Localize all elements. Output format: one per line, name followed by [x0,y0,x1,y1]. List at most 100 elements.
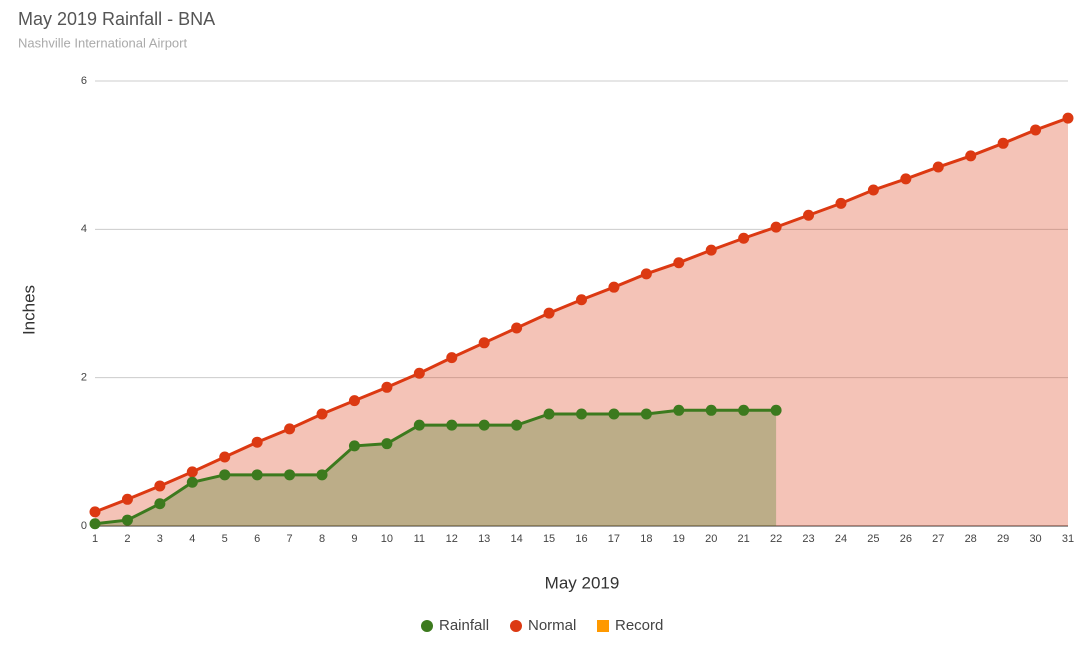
area [95,118,1068,526]
point [543,408,555,420]
point [900,173,912,185]
legend-marker [597,620,609,632]
x-tick-label: 2 [124,533,130,545]
legend-marker [421,620,433,632]
point [835,197,847,209]
point [186,476,198,488]
point [965,150,977,162]
x-tick-label: 22 [770,533,782,545]
point [478,337,490,349]
point [1030,124,1042,136]
point [348,440,360,452]
point [316,469,328,481]
point [640,268,652,280]
x-tick-label: 18 [640,533,652,545]
x-tick-label: 10 [381,533,393,545]
x-tick-label: 28 [965,533,977,545]
point [705,404,717,416]
point [186,466,198,478]
legend-label: Record [615,617,663,634]
point [251,469,263,481]
x-tick-label: 4 [189,533,195,545]
line [94,408,777,526]
point [608,408,620,420]
point [511,322,523,334]
legend-label: Rainfall [439,617,489,634]
x-tick-label: 25 [867,533,879,545]
point [576,408,587,420]
point [219,451,231,463]
point [446,352,458,364]
point [251,436,263,448]
x-tick-label: 6 [254,533,260,545]
point [89,506,101,518]
y-axis-label: Inches [19,285,38,335]
point [576,294,587,306]
x-tick-label: 24 [835,533,847,545]
point [932,161,944,173]
x-tick-label: 11 [414,533,425,545]
point [316,408,328,420]
x-tick-label: 23 [802,533,814,545]
point [381,438,393,450]
point [511,419,523,431]
point [121,493,133,505]
point [673,404,685,416]
y-tick-label: 2 [81,372,87,384]
point [673,257,685,269]
point [543,307,555,319]
x-tick-label: 8 [319,533,325,545]
point [121,514,133,526]
x-tick-label: 19 [673,533,685,545]
point [219,469,231,481]
x-tick-label: 27 [932,533,944,545]
legend-marker [510,620,522,632]
point [867,184,879,196]
point [413,419,425,431]
x-tick-label: 1 [92,533,98,545]
point [705,244,717,256]
x-tick-label: 29 [997,533,1009,545]
point [608,281,620,293]
point [1062,112,1074,124]
point [381,381,393,393]
x-tick-label: 14 [511,533,523,545]
x-tick-label: 21 [738,533,750,545]
y-tick-label: 0 [81,520,87,532]
chart-subtitle: Nashville International Airport [18,35,187,50]
y-tick-label: 4 [81,223,87,235]
point [154,498,166,510]
x-tick-label: 9 [351,533,357,545]
point [640,408,652,420]
point [770,404,782,416]
x-tick-label: 26 [900,533,912,545]
y-tick-label: 6 [81,75,87,87]
point [89,518,101,530]
point [738,404,750,416]
x-tick-label: 15 [543,533,555,545]
area [95,410,777,526]
point [803,209,815,221]
legend-label: Normal [528,617,576,634]
point [997,137,1009,149]
x-tick-label: 13 [478,533,490,545]
x-tick-label: 31 [1062,533,1074,545]
x-tick-label: 30 [1029,533,1041,545]
x-tick-label: 7 [287,533,293,545]
point [284,469,296,481]
point [154,480,166,492]
point [284,423,296,435]
point [446,419,458,431]
point [478,419,490,431]
point [413,367,425,379]
chart-title: May 2019 Rainfall - BNA [18,9,215,29]
x-tick-label: 20 [705,533,717,545]
point [738,232,750,244]
x-tick-label: 12 [446,533,458,545]
x-tick-label: 3 [157,533,163,545]
x-axis-label: May 2019 [545,573,620,592]
point [348,395,360,407]
x-tick-label: 5 [222,533,228,545]
x-tick-label: 16 [575,533,587,545]
